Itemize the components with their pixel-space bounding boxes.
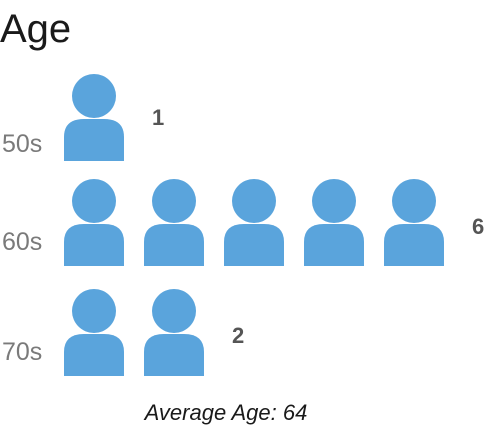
row-count-label: 6 bbox=[472, 214, 484, 239]
person-icon bbox=[304, 179, 364, 266]
pictograph-row: 60s 6 bbox=[2, 179, 484, 266]
person-icon bbox=[144, 289, 204, 376]
row-label: 50s bbox=[2, 130, 42, 158]
person-icon bbox=[224, 179, 284, 266]
person-icon bbox=[64, 74, 124, 161]
row-count-label: 1 bbox=[152, 105, 164, 130]
row-label: 60s bbox=[2, 228, 42, 256]
average-age-caption: Average Age: 64 bbox=[143, 400, 308, 425]
person-icon bbox=[64, 289, 124, 376]
person-icon bbox=[144, 179, 204, 266]
row-count-label: 2 bbox=[232, 323, 244, 348]
pictograph-row: 50s 1 bbox=[2, 74, 164, 161]
person-icon bbox=[64, 179, 124, 266]
pictograph-row: 70s 2 bbox=[2, 289, 244, 376]
chart-title: Age bbox=[0, 7, 71, 51]
pictograph-rows: 50s 1 60s 6 70s 2 bbox=[2, 74, 484, 376]
row-label: 70s bbox=[2, 338, 42, 366]
person-icon bbox=[384, 179, 444, 266]
